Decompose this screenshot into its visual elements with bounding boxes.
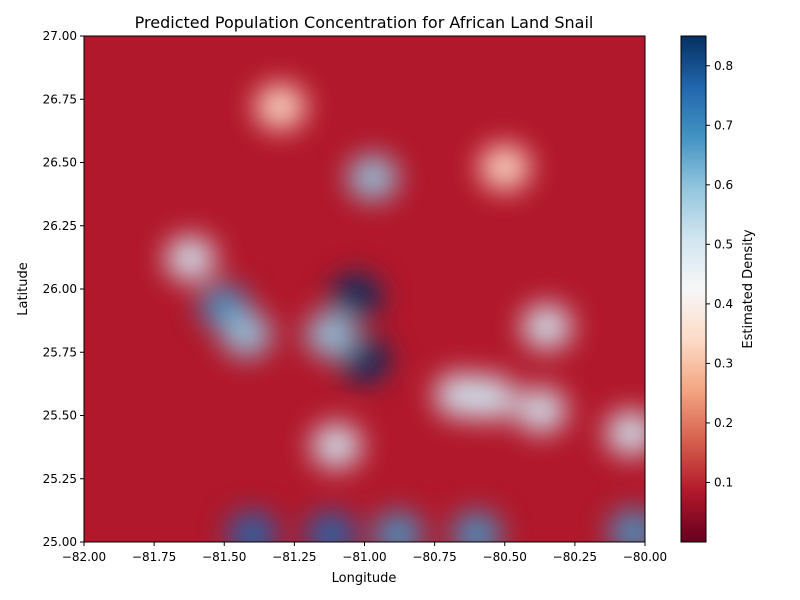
plot-area: −82.00 −81.75 −81.50 −81.25 −81.00 −80.75 −80.…: [43, 29, 668, 564]
colorbar-label: Estimated Density: [741, 229, 756, 349]
density-hotspot: [372, 511, 424, 542]
y-tick-label: 26.50: [43, 156, 77, 170]
y-tick-label: 25.75: [43, 345, 77, 359]
x-tick-label: −81.50: [202, 550, 246, 564]
colorbar-gradient: [680, 35, 707, 543]
x-tick-label: −81.00: [342, 550, 386, 564]
density-hotspot: [605, 410, 645, 456]
density-field: [165, 84, 645, 542]
colorbar-tick-label: 0.2: [714, 416, 733, 430]
density-hotspot: [451, 511, 502, 542]
density-hotspot: [521, 304, 573, 350]
x-tick-label: −80.50: [483, 550, 527, 564]
colorbar-tick-label: 0.8: [714, 59, 733, 73]
x-axis-ticks: −82.00 −81.75 −81.50 −81.25 −81.00 −80.75 −80.…: [62, 542, 667, 564]
colorbar-tick-label: 0.5: [714, 237, 733, 251]
density-hotspot: [479, 144, 530, 191]
x-tick-label: −80.00: [623, 550, 667, 564]
y-tick-label: 26.25: [43, 219, 77, 233]
y-tick-label: 26.00: [43, 282, 77, 296]
density-hotspot: [227, 511, 278, 542]
density-hotspot: [330, 273, 382, 320]
density-hotspot: [305, 311, 357, 358]
colorbar-tick-label: 0.1: [714, 475, 733, 489]
density-hotspot: [221, 311, 272, 358]
colorbar-ticks: 0.1 0.2 0.3 0.4 0.5 0.6 0.7 0.8: [706, 59, 733, 489]
colorbar: 0.1 0.2 0.3 0.4 0.5 0.6 0.7 0.8 Estimated Densi…: [680, 35, 756, 543]
y-axis-ticks: 25.00 25.25 25.50 25.75 26.00 26.25 26.50 26.75…: [43, 29, 84, 549]
density-hotspot: [347, 154, 399, 201]
density-hotspot: [608, 509, 645, 542]
density-hotspot: [165, 235, 216, 282]
colorbar-tick-label: 0.4: [714, 297, 733, 311]
density-hotspot: [339, 337, 390, 383]
y-tick-label: 25.50: [43, 409, 77, 423]
density-hotspot: [305, 511, 357, 542]
x-tick-label: −81.25: [272, 550, 316, 564]
density-hotspot: [465, 375, 516, 421]
x-axis-label: Longitude: [332, 571, 397, 586]
y-tick-label: 27.00: [43, 29, 77, 43]
density-hotspot: [311, 423, 362, 469]
colorbar-tick-label: 0.6: [714, 178, 733, 192]
colorbar-tick-label: 0.3: [714, 356, 733, 370]
y-tick-label: 26.75: [43, 92, 77, 106]
x-tick-label: −81.75: [132, 550, 176, 564]
y-tick-label: 25.00: [43, 535, 77, 549]
y-axis-label: Latitude: [16, 262, 31, 316]
chart-title: Predicted Population Concentration for A…: [135, 13, 594, 32]
x-tick-label: −82.00: [62, 550, 106, 564]
density-hotspot: [255, 84, 306, 130]
y-tick-label: 25.25: [43, 472, 77, 486]
density-hotspot: [515, 387, 567, 434]
x-tick-label: −80.75: [412, 550, 456, 564]
x-tick-label: −80.25: [553, 550, 597, 564]
colorbar-tick-label: 0.7: [714, 118, 733, 132]
